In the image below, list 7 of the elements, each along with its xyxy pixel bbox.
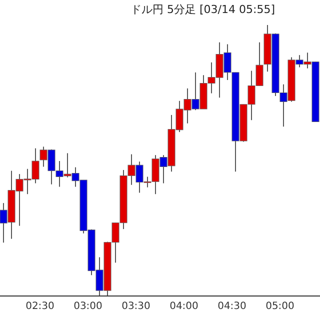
x-tick-label: 04:00 <box>170 301 198 312</box>
chart-title: ドル円 5分足 [03/14 05:55] <box>130 2 275 17</box>
x-tick-label: 05:00 <box>266 301 294 312</box>
x-tick-label: 02:30 <box>26 301 54 312</box>
x-tick-label: 03:30 <box>122 301 150 312</box>
x-tick-label: 03:00 <box>74 301 102 312</box>
x-tick-label: 04:30 <box>218 301 246 312</box>
